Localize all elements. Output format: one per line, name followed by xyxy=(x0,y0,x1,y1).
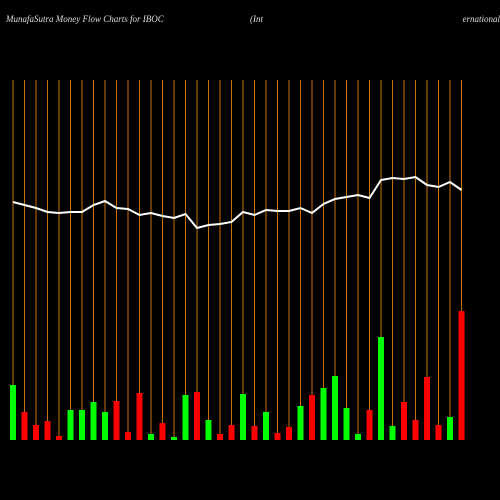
bars xyxy=(10,311,465,440)
bar xyxy=(44,421,51,440)
bar xyxy=(240,394,246,440)
bar xyxy=(67,410,74,440)
bar xyxy=(228,425,235,440)
bar xyxy=(297,406,304,440)
bar xyxy=(148,434,154,440)
bar xyxy=(320,388,327,440)
bar xyxy=(56,436,62,440)
bar xyxy=(412,420,419,440)
bar xyxy=(389,426,396,440)
bar xyxy=(447,417,453,440)
bar xyxy=(136,393,143,440)
bar xyxy=(33,425,39,440)
money-flow-line xyxy=(12,175,463,230)
bar xyxy=(21,412,28,440)
bar xyxy=(309,395,315,440)
bar xyxy=(332,376,338,440)
bar xyxy=(378,337,384,440)
bar xyxy=(194,392,200,440)
bar xyxy=(355,434,361,440)
bar xyxy=(251,426,258,440)
bar xyxy=(458,311,465,440)
bar xyxy=(90,402,97,440)
bar xyxy=(424,377,430,440)
bar xyxy=(286,427,292,440)
bar xyxy=(205,420,212,440)
bar xyxy=(435,425,442,440)
bar xyxy=(263,412,269,440)
bar xyxy=(79,410,85,440)
bar xyxy=(366,410,373,440)
bar xyxy=(102,412,108,440)
bar xyxy=(10,385,16,440)
bar xyxy=(343,408,350,440)
bar xyxy=(217,434,223,440)
chart-title-middle: (Int xyxy=(250,14,263,24)
bar xyxy=(125,432,131,440)
bar xyxy=(401,402,407,440)
bar xyxy=(159,423,166,440)
bar xyxy=(274,433,281,440)
bar xyxy=(113,401,120,440)
grid xyxy=(12,80,462,440)
bar xyxy=(182,395,189,440)
bar xyxy=(171,437,177,440)
chart-title: MunafaSutra Money Flow Charts for IBOC xyxy=(5,14,165,24)
chart-title-right: ernational xyxy=(463,14,500,24)
